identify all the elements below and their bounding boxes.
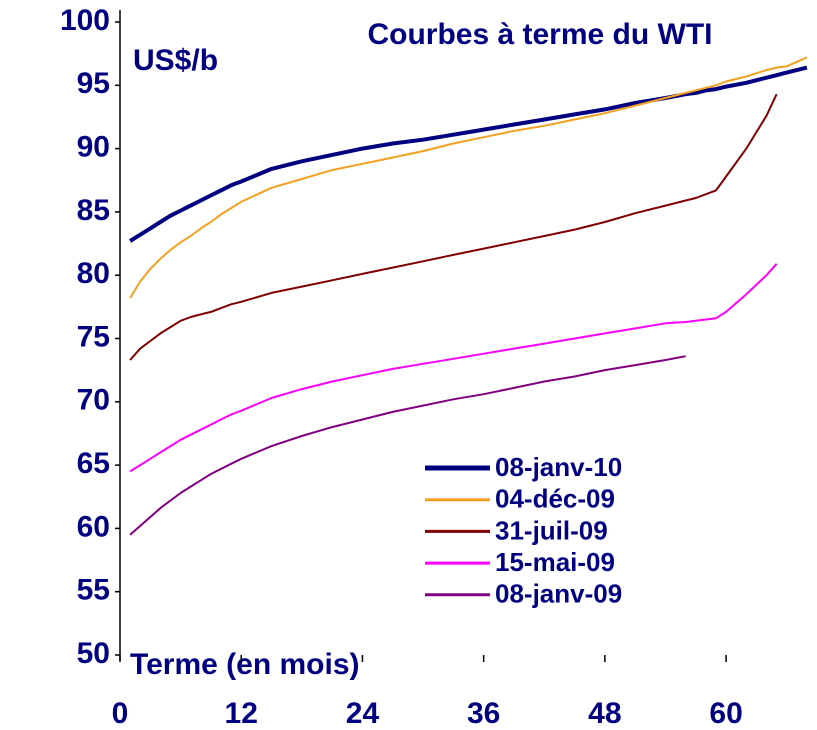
y-tick-label: 85 bbox=[77, 194, 110, 227]
x-axis-label: Terme (en mois) bbox=[130, 648, 360, 681]
chart-title: Courbes à terme du WTI bbox=[367, 18, 712, 51]
y-tick-label: 70 bbox=[77, 384, 110, 417]
x-tick-label: 60 bbox=[709, 697, 742, 730]
y-tick-label: 65 bbox=[77, 447, 110, 480]
y-tick-label: 80 bbox=[77, 257, 110, 290]
legend-label: 31-juil-09 bbox=[495, 515, 608, 545]
series-line bbox=[129, 263, 778, 473]
y-tick-label: 60 bbox=[77, 510, 110, 543]
y-tick-label: 100 bbox=[60, 4, 110, 37]
x-tick-label: 48 bbox=[588, 697, 621, 730]
legend-label: 04-déc-09 bbox=[495, 484, 615, 514]
plot-lines bbox=[129, 56, 808, 536]
y-tick-label: 55 bbox=[77, 574, 110, 607]
y-tick-label: 50 bbox=[77, 637, 110, 670]
y-tick-label: 90 bbox=[77, 131, 110, 164]
y-axis-label: US$/b bbox=[133, 44, 218, 77]
series-line bbox=[129, 65, 808, 243]
x-tick-label: 24 bbox=[346, 697, 380, 730]
legend-label: 08-janv-10 bbox=[495, 452, 622, 482]
y-tick-label: 95 bbox=[77, 67, 110, 100]
series-line bbox=[129, 56, 808, 299]
x-tick-label: 36 bbox=[467, 697, 500, 730]
x-tick-label: 0 bbox=[112, 697, 129, 730]
legend-label: 08-janv-09 bbox=[495, 579, 622, 609]
legend-label: 15-mai-09 bbox=[495, 547, 615, 577]
x-tick-label: 12 bbox=[225, 697, 258, 730]
series-line bbox=[129, 93, 778, 361]
y-tick-label: 75 bbox=[77, 320, 110, 353]
series-line bbox=[129, 355, 686, 536]
